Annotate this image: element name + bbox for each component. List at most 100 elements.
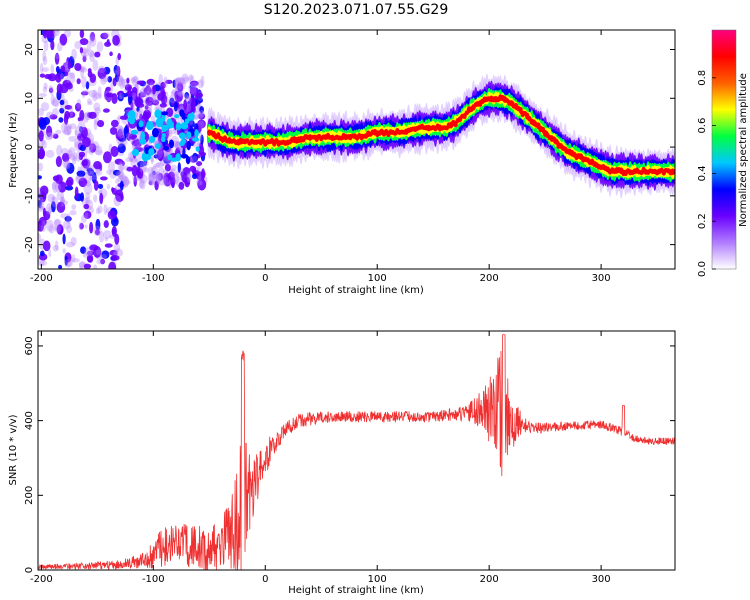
spectral-cell bbox=[111, 187, 115, 193]
spectral-cell bbox=[111, 225, 117, 237]
spectral-cell bbox=[155, 171, 162, 184]
spectral-cell bbox=[71, 204, 77, 210]
y-tick-label: 600 bbox=[24, 336, 35, 355]
spectral-cell bbox=[48, 206, 53, 215]
spectral-cell bbox=[142, 82, 151, 95]
spectral-cell bbox=[79, 67, 88, 73]
spectral-cell bbox=[148, 173, 154, 183]
spectral-cell bbox=[43, 40, 49, 52]
spectral-cell bbox=[133, 175, 138, 187]
spectral-cell bbox=[86, 250, 95, 256]
spectral-cell bbox=[79, 265, 84, 269]
spectral-cell bbox=[71, 258, 80, 263]
spectral-cell bbox=[180, 138, 187, 144]
spectral-cell bbox=[66, 225, 73, 234]
spectral-cell bbox=[52, 133, 59, 139]
spectral-peak bbox=[497, 96, 504, 101]
spectral-cell bbox=[54, 52, 60, 65]
spectral-cell bbox=[170, 168, 177, 179]
spectral-cell bbox=[176, 76, 186, 85]
spectral-cell bbox=[191, 155, 198, 162]
spectral-cell bbox=[60, 72, 65, 81]
spectral-cell bbox=[83, 263, 92, 269]
spectral-cell bbox=[78, 119, 86, 132]
spectral-cell bbox=[84, 224, 88, 229]
colorbar-label: Normalized spectral amplitude bbox=[738, 73, 749, 227]
spectral-peak bbox=[474, 101, 481, 106]
spectral-cell bbox=[135, 138, 140, 145]
spectral-cell bbox=[123, 125, 129, 138]
spectral-cell bbox=[88, 31, 96, 44]
spectral-cell bbox=[39, 250, 45, 257]
spectral-cell bbox=[46, 30, 55, 39]
spectral-peak bbox=[542, 130, 549, 135]
spectral-cell bbox=[136, 109, 143, 120]
y-tick-label: 0 bbox=[24, 144, 35, 150]
spectral-cell bbox=[97, 65, 106, 74]
snr-series-line bbox=[38, 334, 675, 570]
spectral-cell bbox=[78, 151, 86, 158]
spectral-cell bbox=[150, 157, 155, 163]
spectral-cell bbox=[199, 106, 204, 114]
snr-x-label: Height of straight line (km) bbox=[288, 585, 424, 596]
spectral-cell bbox=[89, 147, 94, 156]
spectral-cell bbox=[132, 75, 139, 88]
spectral-cell bbox=[139, 137, 147, 145]
colorbar-ticks: 0.0 0.2 0.4 0.6 0.8 bbox=[697, 70, 716, 277]
spectral-cell bbox=[97, 67, 107, 80]
spectral-cell bbox=[197, 175, 202, 187]
spectral-cell bbox=[89, 51, 95, 63]
spectral-cell bbox=[89, 164, 95, 177]
spectral-cell bbox=[138, 120, 144, 128]
spectral-cell bbox=[143, 160, 149, 166]
spectral-cell bbox=[92, 59, 99, 71]
spectral-cell bbox=[151, 85, 156, 95]
spectral-cell bbox=[80, 68, 85, 79]
spectral-cell bbox=[95, 207, 101, 215]
spectral-cell bbox=[113, 195, 122, 207]
spectral-cell bbox=[121, 93, 128, 98]
spectral-cell bbox=[38, 130, 44, 142]
spectral-cell bbox=[50, 94, 55, 105]
spectral-cell bbox=[148, 173, 155, 186]
spectral-cell bbox=[119, 115, 128, 120]
spectral-peak bbox=[553, 140, 560, 145]
spectral-peak bbox=[586, 159, 593, 164]
spectral-cell bbox=[101, 250, 110, 259]
spectral-cell bbox=[115, 170, 124, 178]
y-tick-label: 20 bbox=[24, 43, 35, 56]
spectral-cell bbox=[60, 65, 66, 73]
spectral-cell bbox=[66, 162, 75, 174]
spectral-cell bbox=[176, 85, 181, 96]
spectral-cell bbox=[88, 111, 97, 119]
spectral-cell bbox=[168, 94, 178, 104]
spectral-cell bbox=[117, 174, 124, 183]
spectral-cell bbox=[82, 51, 87, 62]
spectral-cell bbox=[80, 246, 87, 254]
spectral-cell bbox=[154, 147, 163, 159]
spectrogram-heatmap bbox=[38, 30, 675, 269]
spectral-cell bbox=[63, 125, 72, 136]
spectral-cell bbox=[126, 166, 133, 172]
spectral-cell bbox=[85, 170, 94, 175]
spectral-cell bbox=[71, 156, 77, 165]
spectral-cell bbox=[99, 192, 104, 205]
snr-x-axis: -200 -100 0 100 200 300 bbox=[30, 331, 611, 585]
spectral-cell bbox=[71, 254, 76, 263]
spectral-cell bbox=[177, 162, 181, 174]
y-tick-label: -10 bbox=[24, 188, 35, 204]
spectral-cell bbox=[98, 230, 105, 243]
spectral-cell bbox=[59, 107, 65, 114]
spectral-cell bbox=[41, 67, 50, 72]
spectral-cell bbox=[152, 171, 158, 179]
spectral-cell bbox=[86, 250, 93, 257]
spectral-cell bbox=[38, 117, 47, 130]
spectral-cell bbox=[83, 112, 89, 124]
spectral-cell bbox=[91, 89, 98, 102]
spectral-cell bbox=[39, 62, 44, 74]
spectral-cell bbox=[70, 236, 77, 246]
spectral-cell bbox=[79, 222, 84, 230]
spectral-cell bbox=[151, 127, 159, 138]
y-tick-label: -20 bbox=[24, 236, 35, 252]
spectral-cell bbox=[177, 91, 185, 98]
